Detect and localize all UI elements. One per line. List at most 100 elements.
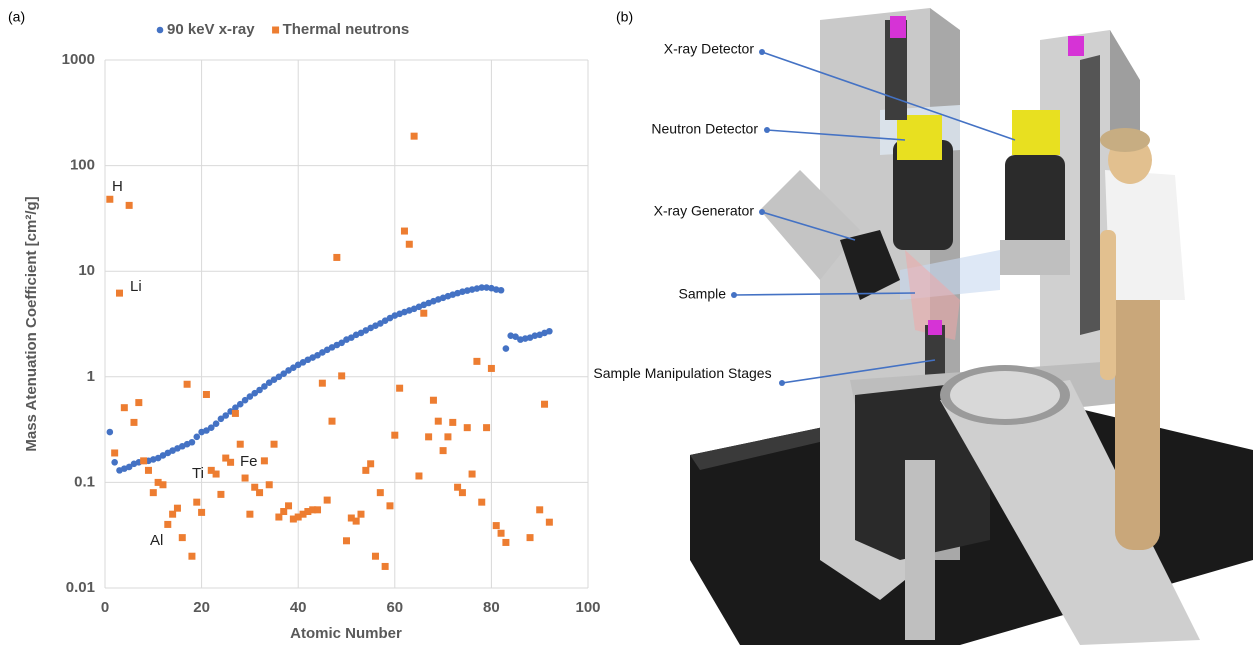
data-point — [256, 489, 263, 496]
instrument-render — [690, 8, 1253, 645]
data-point — [111, 459, 118, 466]
data-point — [377, 489, 384, 496]
data-point — [483, 424, 490, 431]
y-tick-label: 100 — [70, 157, 95, 174]
data-point — [145, 467, 152, 474]
data-point — [159, 481, 166, 488]
data-point — [106, 196, 113, 203]
callout-label: Sample Manipulation Stages — [590, 364, 775, 383]
data-point — [469, 471, 476, 478]
data-point — [150, 489, 157, 496]
data-point — [382, 563, 389, 570]
data-point — [546, 328, 553, 335]
data-point — [420, 310, 427, 317]
data-point — [193, 499, 200, 506]
data-point — [213, 471, 220, 478]
callout-wrap: Sample Manipulation Stages — [590, 364, 775, 408]
data-point — [271, 441, 278, 448]
data-point — [174, 505, 181, 512]
data-point — [140, 457, 147, 464]
data-point — [184, 381, 191, 388]
data-point — [353, 518, 360, 525]
x-tick-label: 80 — [483, 599, 500, 616]
data-point — [478, 499, 485, 506]
data-point — [198, 509, 205, 516]
data-point — [498, 287, 505, 294]
data-point — [362, 467, 369, 474]
legend-marker — [157, 27, 164, 34]
data-point — [338, 372, 345, 379]
data-point — [473, 358, 480, 365]
data-point — [116, 290, 123, 297]
data-point — [536, 506, 543, 513]
data-point — [107, 429, 114, 436]
x-tick-label: 40 — [290, 599, 307, 616]
data-point — [164, 521, 171, 528]
data-point — [391, 432, 398, 439]
data-point — [217, 491, 224, 498]
data-point — [464, 424, 471, 431]
data-point — [430, 397, 437, 404]
y-tick-label: 1 — [87, 368, 95, 385]
data-point — [503, 345, 510, 352]
x-tick-label: 0 — [101, 599, 109, 616]
annotation: Ti — [192, 465, 204, 482]
annotation: H — [112, 178, 123, 195]
callout-label: Sample — [679, 286, 727, 302]
data-point — [435, 418, 442, 425]
data-point — [285, 502, 292, 509]
data-point — [406, 241, 413, 248]
data-point — [126, 202, 133, 209]
data-point — [444, 433, 451, 440]
data-point — [130, 419, 137, 426]
callout-label: X-ray Detector — [664, 41, 755, 57]
data-point — [329, 418, 336, 425]
data-point — [246, 511, 253, 518]
x-axis-title: Atomic Number — [290, 625, 402, 642]
legend-label: 90 keV x-ray — [167, 21, 255, 38]
data-point — [193, 434, 200, 441]
data-point — [498, 530, 505, 537]
y-tick-label: 10 — [78, 262, 95, 279]
data-point — [546, 519, 553, 526]
data-point — [333, 254, 340, 261]
data-point — [135, 399, 142, 406]
data-point — [401, 228, 408, 235]
figure: (a) (b) Atomic Number Mass Atenuation Co… — [0, 0, 1253, 645]
y-tick-label: 0.1 — [74, 473, 95, 490]
annotation: Li — [130, 278, 142, 295]
data-point — [357, 511, 364, 518]
x-tick-label: 100 — [575, 599, 600, 616]
data-point — [314, 506, 321, 513]
data-point — [459, 489, 466, 496]
data-point — [502, 539, 509, 546]
data-point — [242, 475, 249, 482]
data-point — [440, 447, 447, 454]
data-point — [232, 410, 239, 417]
data-point — [188, 553, 195, 560]
data-point — [203, 391, 210, 398]
data-point — [415, 472, 422, 479]
data-point — [425, 433, 432, 440]
legend-marker — [272, 27, 279, 34]
data-point — [527, 534, 534, 541]
x-tick-label: 20 — [193, 599, 210, 616]
data-point — [367, 460, 374, 467]
data-point — [121, 404, 128, 411]
data-point — [189, 439, 196, 446]
data-point — [319, 380, 326, 387]
data-point — [266, 481, 273, 488]
data-point — [213, 420, 220, 427]
callout-label: Neutron Detector — [651, 121, 758, 137]
callout-label: X-ray Generator — [654, 203, 755, 219]
data-point — [386, 502, 393, 509]
panel-label: (b) — [616, 9, 633, 25]
annotation: Al — [150, 532, 163, 549]
data-point — [227, 459, 234, 466]
data-point — [179, 534, 186, 541]
y-axis-title: Mass Atenuation Coefficient [cm²/g] — [23, 196, 40, 451]
legend-label: Thermal neutrons — [283, 21, 410, 38]
annotation: Fe — [240, 453, 258, 470]
data-point — [169, 511, 176, 518]
panel-label: (a) — [8, 9, 25, 25]
